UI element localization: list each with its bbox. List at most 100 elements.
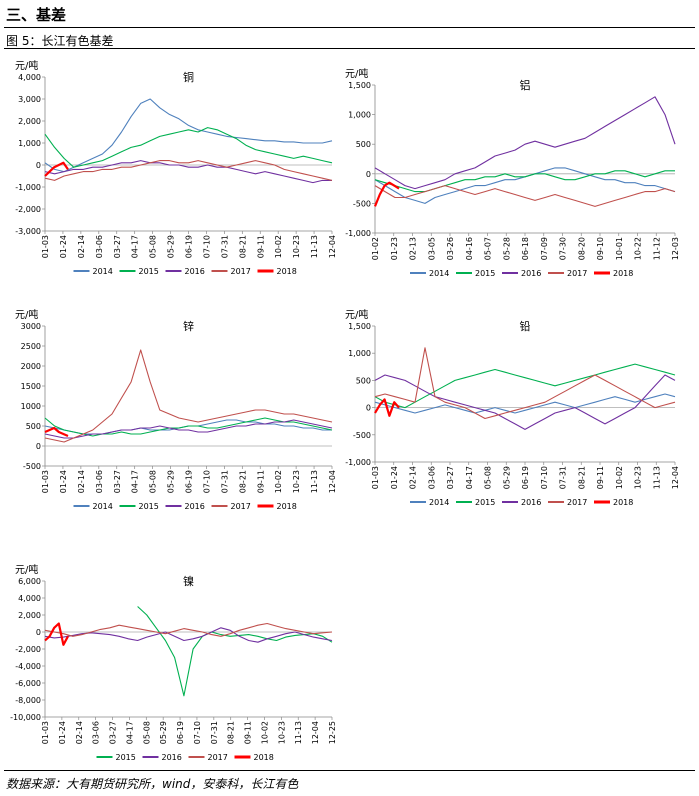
x-tick-label: 10-02 bbox=[615, 466, 624, 489]
y-tick-label: -10,000 bbox=[10, 713, 41, 722]
y-tick-label: 2500 bbox=[21, 342, 41, 351]
x-tick-label: 08-21 bbox=[238, 235, 247, 258]
y-tick-label: -500 bbox=[353, 431, 371, 440]
x-tick-label: 04-17 bbox=[125, 721, 134, 744]
legend-label: 2016 bbox=[521, 269, 541, 278]
legend-label: 2017 bbox=[567, 269, 587, 278]
x-tick-label: 07-30 bbox=[559, 237, 568, 260]
y-tick-label: 500 bbox=[356, 140, 371, 149]
x-tick-label: 05-29 bbox=[159, 721, 168, 744]
figure-caption: 图 5：长江有色基差 bbox=[6, 34, 114, 48]
series-line-2018 bbox=[374, 398, 400, 417]
legend-label: 2017 bbox=[208, 753, 228, 762]
y-tick-label: 1,000 bbox=[18, 139, 41, 148]
nickel-chart: 元/吨镍 -10,000 -8,000 -6,000 -4,000 -2,000 0 2,00… bbox=[10, 563, 337, 762]
legend-label: 2016 bbox=[162, 753, 182, 762]
x-tick-label: 12-04 bbox=[328, 470, 337, 493]
series-line-2017 bbox=[44, 160, 333, 181]
x-tick-label: 07-10 bbox=[202, 470, 211, 493]
x-tick-label: 11-12 bbox=[652, 237, 661, 260]
legend-label: 2017 bbox=[231, 502, 251, 511]
legend-label: 2015 bbox=[116, 753, 136, 762]
series-line-2017 bbox=[44, 349, 333, 443]
x-tick-label: 07-31 bbox=[210, 721, 219, 744]
y-axis-label: 元/吨 bbox=[345, 308, 368, 321]
legend-label: 2016 bbox=[185, 267, 205, 276]
x-tick-label: 03-27 bbox=[113, 235, 122, 258]
x-tick-label: 04-17 bbox=[465, 466, 474, 489]
x-tick-label: 01-24 bbox=[390, 466, 399, 489]
x-tick-label: 05-07 bbox=[484, 237, 493, 260]
x-tick-label: 09-11 bbox=[256, 235, 265, 258]
x-tick-label: 10-22 bbox=[634, 237, 643, 260]
y-axis-label: 元/吨 bbox=[15, 563, 38, 576]
x-tick-label: 07-10 bbox=[540, 466, 549, 489]
series-line-2016 bbox=[374, 374, 676, 430]
x-tick-label: 07-09 bbox=[540, 237, 549, 260]
y-tick-label: 4,000 bbox=[18, 594, 41, 603]
caption-divider bbox=[4, 48, 695, 49]
y-tick-label: 1000 bbox=[21, 402, 41, 411]
y-tick-label: 2000 bbox=[21, 362, 41, 371]
section-title: 三、基差 bbox=[6, 6, 67, 24]
y-tick-label: -500 bbox=[23, 462, 41, 471]
legend-label: 2015 bbox=[475, 498, 495, 507]
x-tick-label: 02-13 bbox=[409, 237, 418, 260]
series-line-2015 bbox=[374, 363, 676, 409]
x-tick-label: 05-28 bbox=[502, 237, 511, 260]
x-tick-label: 10-01 bbox=[615, 237, 624, 260]
x-tick-label: 10-02 bbox=[274, 235, 283, 258]
x-tick-label: 07-31 bbox=[220, 235, 229, 258]
series-line-2014 bbox=[44, 98, 333, 173]
x-tick-label: 01-03 bbox=[371, 466, 380, 489]
data-source: 数据来源：大有期货研究所，wind，安泰科，长江有色 bbox=[6, 777, 299, 791]
y-tick-label: -1,000 bbox=[345, 458, 371, 467]
y-tick-label: 0 bbox=[366, 170, 371, 179]
y-tick-label: 0 bbox=[36, 161, 41, 170]
x-tick-label: 03-27 bbox=[109, 721, 118, 744]
x-tick-label: 10-02 bbox=[274, 470, 283, 493]
y-tick-label: -3,000 bbox=[15, 227, 41, 236]
x-tick-label: 08-21 bbox=[227, 721, 236, 744]
y-tick-label: 6,000 bbox=[18, 577, 41, 586]
x-tick-label: 03-06 bbox=[95, 235, 104, 258]
x-tick-label: 03-06 bbox=[427, 466, 436, 489]
x-tick-label: 04-16 bbox=[465, 237, 474, 260]
x-tick-label: 05-08 bbox=[484, 466, 493, 489]
y-tick-label: 1,000 bbox=[348, 111, 371, 120]
y-tick-label: -2,000 bbox=[15, 205, 41, 214]
y-tick-label: 4,000 bbox=[18, 73, 41, 82]
legend-label: 2016 bbox=[185, 502, 205, 511]
y-tick-label: -500 bbox=[353, 199, 371, 208]
header-divider bbox=[4, 27, 695, 28]
x-tick-label: 05-29 bbox=[167, 235, 176, 258]
x-tick-label: 10-02 bbox=[260, 721, 269, 744]
chart-title: 锌 bbox=[183, 319, 194, 333]
legend-label: 2014 bbox=[429, 269, 449, 278]
y-tick-label: -2,000 bbox=[15, 645, 41, 654]
y-axis-label: 元/吨 bbox=[345, 67, 368, 80]
x-tick-label: 06-19 bbox=[176, 721, 185, 744]
legend-label: 2017 bbox=[231, 267, 251, 276]
x-tick-label: 03-27 bbox=[446, 466, 455, 489]
lead-chart: 元/吨铅 -1,000 -500 0 500 1,000 1,500 01-03 01-24 02… bbox=[345, 308, 680, 507]
series-line-2016 bbox=[44, 627, 333, 643]
x-tick-label: 09-11 bbox=[256, 470, 265, 493]
legend-label: 2017 bbox=[567, 498, 587, 507]
y-tick-label: -8,000 bbox=[15, 696, 41, 705]
x-tick-label: 03-27 bbox=[113, 470, 122, 493]
y-tick-label: 1,500 bbox=[348, 81, 371, 90]
series-line-2017 bbox=[374, 185, 676, 207]
x-tick-label: 05-08 bbox=[142, 721, 151, 744]
x-tick-label: 02-14 bbox=[75, 721, 84, 744]
x-tick-label: 11-13 bbox=[310, 235, 319, 258]
x-tick-label: 01-24 bbox=[58, 721, 67, 744]
series-line-2016 bbox=[44, 160, 332, 184]
x-tick-label: 07-31 bbox=[559, 466, 568, 489]
aluminum-chart: 元/吨铝 -1,000 -500 0 500 1,000 1,500 01-02 01-23 02… bbox=[345, 67, 680, 278]
x-tick-label: 05-08 bbox=[149, 235, 158, 258]
x-tick-label: 01-23 bbox=[390, 237, 399, 260]
y-tick-label: 2,000 bbox=[18, 611, 41, 620]
legend-label: 2015 bbox=[475, 269, 495, 278]
x-tick-label: 10-23 bbox=[292, 470, 301, 493]
